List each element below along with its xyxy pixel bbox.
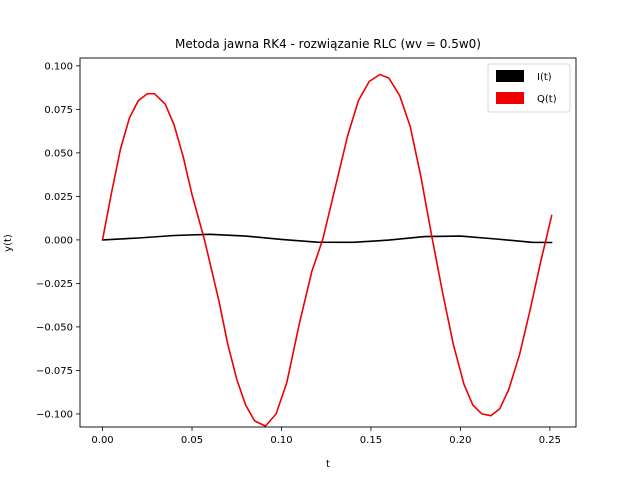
axis-ticks: 0.00 0.05 0.10 0.15 0.20 0.25 0.100 0.075 0.050 0… xyxy=(36,61,561,446)
x-tick-label: 0.05 xyxy=(181,435,203,446)
series-line-charge xyxy=(101,73,553,427)
x-tick-label: 0.10 xyxy=(270,435,292,446)
y-tick-label: 0.000 xyxy=(44,235,73,246)
axes-frame xyxy=(79,57,577,428)
x-tick-label: 0.20 xyxy=(449,435,471,446)
x-tick-label: 0.00 xyxy=(91,435,113,446)
y-tick-label: 0.075 xyxy=(44,105,73,116)
chart-title: Metoda jawna RK4 - rozwiązanie RLC (wv =… xyxy=(175,37,481,51)
x-axis-label: t xyxy=(326,459,330,470)
y-tick-label: 0.100 xyxy=(44,61,73,72)
y-axis-label: y(t) xyxy=(3,234,14,252)
legend-swatch xyxy=(496,70,524,82)
y-tick-label: −0.050 xyxy=(36,322,73,333)
y-tick-label: 0.050 xyxy=(44,148,73,159)
x-tick-label: 0.25 xyxy=(539,435,561,446)
plot-area xyxy=(79,57,577,428)
series-line-current xyxy=(101,233,553,244)
y-tick-label: −0.075 xyxy=(36,366,73,377)
legend-swatch xyxy=(496,92,524,104)
x-tick-label: 0.15 xyxy=(360,435,382,446)
y-tick-label: −0.025 xyxy=(36,279,73,290)
y-tick-label: −0.100 xyxy=(36,409,73,420)
legend: I(t) Q(t) xyxy=(487,63,571,113)
legend-label: I(t) xyxy=(537,72,552,83)
legend-label: Q(t) xyxy=(537,94,557,105)
y-tick-label: 0.025 xyxy=(44,192,73,203)
